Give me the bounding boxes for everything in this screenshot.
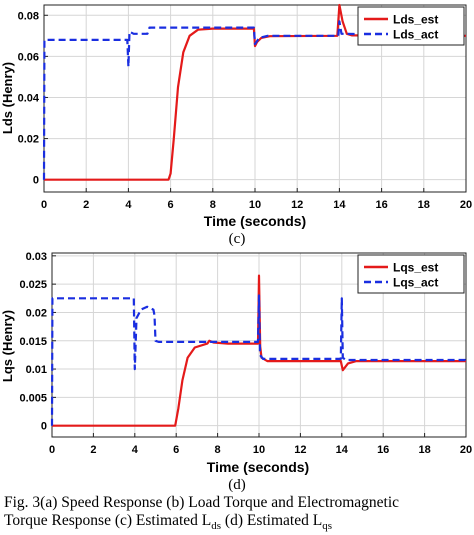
y-tick-label: 0.02 xyxy=(26,307,47,319)
x-tick-label: 2 xyxy=(90,444,96,456)
y-tick-label: 0.04 xyxy=(18,92,40,104)
x-tick-label: 12 xyxy=(291,199,303,211)
panel-label-c: (c) xyxy=(228,231,246,247)
x-tick-label: 0 xyxy=(49,444,55,456)
y-axis-label: Lqs (Henry) xyxy=(0,310,15,382)
y-tick-label: 0.025 xyxy=(19,279,47,291)
y-tick-label: 0.03 xyxy=(26,251,47,263)
legend-label: Lds_act xyxy=(393,28,438,42)
x-tick-label: 14 xyxy=(336,444,349,456)
legend-box xyxy=(357,254,465,294)
y-tick-label: 0.08 xyxy=(18,10,39,22)
series-line-lds-act xyxy=(42,20,467,180)
x-tick-label: 12 xyxy=(294,444,306,456)
x-tick-label: 6 xyxy=(168,199,174,211)
x-tick-label: 6 xyxy=(173,444,179,456)
y-tick-label: 0 xyxy=(41,421,47,433)
x-tick-label: 14 xyxy=(333,199,346,211)
series-line-lqs-act xyxy=(50,294,466,426)
x-axis-label: Time (seconds) xyxy=(204,213,306,229)
x-tick-label: 4 xyxy=(125,199,132,211)
caption-line-2: Torque Response (c) Estimated Lds (d) Es… xyxy=(4,512,332,533)
legend-label: Lqs_act xyxy=(393,276,438,290)
y-tick-label: 0.06 xyxy=(18,51,39,63)
x-tick-label: 16 xyxy=(375,199,387,211)
x-tick-label: 4 xyxy=(132,444,139,456)
x-tick-label: 10 xyxy=(253,444,265,456)
y-tick-label: 0.015 xyxy=(19,336,47,348)
panel-label-d: (d) xyxy=(228,477,246,493)
caption-line-1: Fig. 3(a) Speed Response (b) Load Torque… xyxy=(4,494,400,511)
chart-lds: 0 0.02 0.04 0.06 0.08 0 2 4 6 8 10 12 14 16 18 20 Lds … xyxy=(0,3,472,229)
legend-label: Lds_est xyxy=(393,13,438,27)
x-tick-label: 2 xyxy=(83,199,89,211)
x-tick-label: 16 xyxy=(377,444,389,456)
chart-lqs: 0 0.005 0.01 0.015 0.02 0.025 0.03 0 2 4 6 8 10 12 14… xyxy=(0,251,472,475)
x-tick-label: 8 xyxy=(210,199,216,211)
x-tick-label: 20 xyxy=(460,444,472,456)
x-axis-label: Time (seconds) xyxy=(207,459,309,475)
x-tick-label: 8 xyxy=(215,444,221,456)
y-axis-label: Lds (Henry) xyxy=(0,62,15,134)
y-tick-label: 0.01 xyxy=(26,364,47,376)
x-tick-label: 18 xyxy=(418,444,430,456)
legend-box xyxy=(357,6,465,46)
figure-caption: Fig. 3(a) Speed Response (b) Load Torque… xyxy=(4,494,472,535)
x-tick-label: 18 xyxy=(418,199,430,211)
legend-label: Lqs_est xyxy=(393,261,438,275)
x-tick-label: 0 xyxy=(41,199,47,211)
y-tick-label: 0.005 xyxy=(19,392,47,404)
x-tick-label: 10 xyxy=(249,199,261,211)
y-tick-label: 0.02 xyxy=(18,134,39,146)
x-tick-label: 20 xyxy=(460,199,472,211)
y-tick-label: 0 xyxy=(33,175,39,187)
series-line-lqs-est xyxy=(52,274,466,427)
